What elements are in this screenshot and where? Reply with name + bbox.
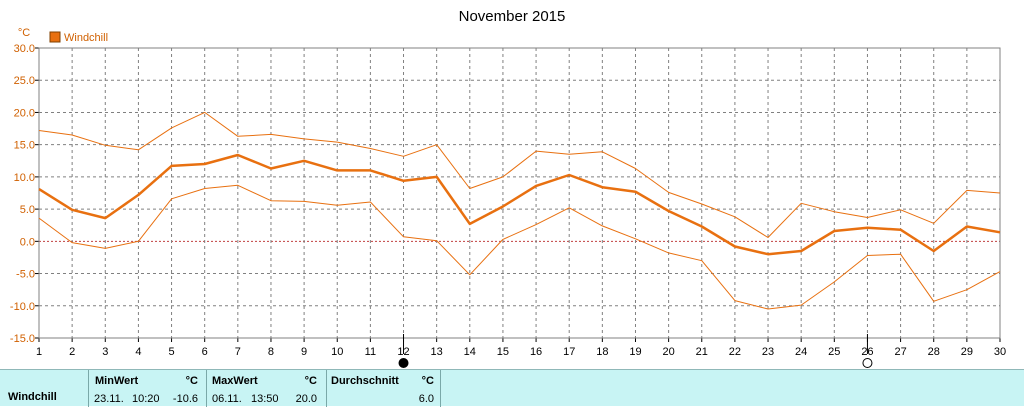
min-value: -10.6 bbox=[172, 393, 198, 405]
y-tick-label: 30.0 bbox=[14, 43, 35, 55]
x-tick-label: 10 bbox=[331, 346, 343, 358]
x-tick-label: 17 bbox=[563, 346, 575, 358]
avg-value: 6.0 bbox=[418, 393, 434, 405]
y-tick-label: 25.0 bbox=[14, 75, 35, 87]
x-tick-label: 30 bbox=[994, 346, 1006, 358]
stats-series-label: Windchill bbox=[8, 391, 57, 403]
min-unit: °C bbox=[185, 375, 198, 387]
stats-bar: Windchill MinWert °C 23.11. 10:20 -10.6 … bbox=[0, 369, 1024, 407]
y-tick-label: 5.0 bbox=[20, 204, 35, 216]
y-tick-label: 20.0 bbox=[14, 107, 35, 119]
avg-header: Durchschnitt bbox=[331, 375, 399, 387]
x-tick-label: 8 bbox=[268, 346, 274, 358]
full-moon-icon bbox=[862, 358, 873, 368]
min-series-line bbox=[38, 184, 1001, 310]
legend-swatch bbox=[49, 31, 61, 43]
x-tick-label: 20 bbox=[662, 346, 674, 358]
max-date: 06.11. bbox=[212, 393, 242, 405]
x-tick-label: 24 bbox=[795, 346, 807, 358]
x-tick-label: 1 bbox=[36, 346, 42, 358]
plot-area bbox=[39, 48, 1000, 338]
avg-series-line bbox=[38, 153, 1001, 256]
x-tick-label: 23 bbox=[762, 346, 774, 358]
stats-min-cell: MinWert °C 23.11. 10:20 -10.6 bbox=[89, 370, 206, 407]
x-tick-label: 7 bbox=[235, 346, 241, 358]
x-tick-label: 13 bbox=[431, 346, 443, 358]
x-tick-label: 22 bbox=[729, 346, 741, 358]
x-tick-label: 29 bbox=[961, 346, 973, 358]
x-tick-label: 14 bbox=[464, 346, 476, 358]
y-axis-unit: °C bbox=[18, 27, 30, 39]
x-tick-label: 15 bbox=[497, 346, 509, 358]
x-tick-label: 2 bbox=[69, 346, 75, 358]
stats-avg-cell: Durchschnitt °C 6.0 bbox=[327, 370, 440, 407]
x-tick-label: 4 bbox=[135, 346, 141, 358]
new-moon-icon bbox=[398, 358, 409, 368]
min-time: 10:20 bbox=[132, 393, 160, 405]
avg-unit: °C bbox=[421, 375, 434, 387]
y-tick-label: 10.0 bbox=[14, 172, 35, 184]
x-tick-label: 27 bbox=[894, 346, 906, 358]
x-tick-label: 11 bbox=[365, 346, 376, 358]
max-header: MaxWert bbox=[212, 375, 258, 387]
chart: November 2015 °C Windchill 30.025.020.01… bbox=[10, 8, 1006, 368]
stats-max-cell: MaxWert °C 06.11. 13:50 20.0 bbox=[207, 370, 326, 407]
x-tick-label: 9 bbox=[301, 346, 307, 358]
max-series-line bbox=[38, 111, 1001, 238]
chart-title: November 2015 bbox=[459, 8, 566, 25]
divider bbox=[206, 370, 207, 407]
divider bbox=[326, 370, 327, 407]
y-tick-label: 15.0 bbox=[14, 140, 35, 152]
min-date: 23.11. bbox=[94, 393, 124, 405]
x-tick-label: 21 bbox=[696, 346, 708, 358]
x-tick-label: 6 bbox=[202, 346, 208, 358]
y-tick-label: -10.0 bbox=[10, 301, 35, 313]
legend-label: Windchill bbox=[64, 32, 108, 44]
x-tick-label: 28 bbox=[928, 346, 940, 358]
x-tick-label: 16 bbox=[530, 346, 542, 358]
max-value: 20.0 bbox=[295, 393, 317, 405]
x-tick-label: 5 bbox=[168, 346, 174, 358]
divider bbox=[440, 370, 441, 407]
max-time: 13:50 bbox=[251, 393, 279, 405]
x-tick-label: 3 bbox=[102, 346, 108, 358]
y-tick-label: -5.0 bbox=[16, 269, 35, 281]
x-tick-label: 25 bbox=[828, 346, 840, 358]
y-tick-label: 0.0 bbox=[20, 236, 35, 248]
divider bbox=[88, 370, 89, 407]
max-unit: °C bbox=[304, 375, 317, 387]
x-tick-label: 18 bbox=[596, 346, 608, 358]
x-tick-label: 19 bbox=[629, 346, 641, 358]
min-header: MinWert bbox=[95, 375, 139, 387]
y-tick-label: -15.0 bbox=[10, 333, 35, 345]
stats-label-cell: Windchill bbox=[0, 370, 88, 407]
